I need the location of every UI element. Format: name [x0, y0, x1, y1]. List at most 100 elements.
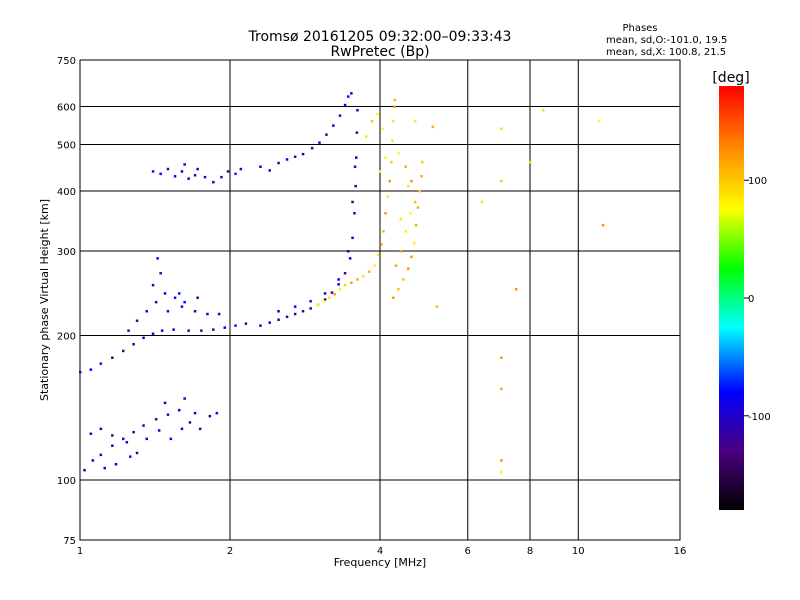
- data-point: [392, 296, 395, 299]
- y-tick-label: 750: [57, 56, 76, 67]
- data-point: [515, 288, 518, 291]
- data-point: [393, 98, 397, 102]
- data-point: [187, 329, 190, 332]
- data-point: [188, 421, 192, 424]
- data-point: [89, 368, 93, 371]
- data-point: [332, 124, 335, 127]
- data-point: [151, 283, 155, 287]
- data-point: [382, 230, 385, 233]
- data-point: [316, 303, 320, 307]
- data-point: [183, 397, 186, 400]
- data-point: [404, 165, 407, 168]
- data-point: [163, 292, 167, 295]
- data-point: [480, 200, 484, 204]
- colorbar-tick-label: 0: [748, 294, 754, 305]
- x-tick-label: 8: [527, 546, 533, 557]
- data-point: [333, 293, 336, 296]
- data-point: [370, 119, 374, 123]
- data-point: [157, 429, 161, 432]
- data-point: [325, 133, 328, 136]
- data-point: [435, 305, 439, 308]
- data-point: [601, 223, 605, 227]
- data-point: [500, 459, 503, 462]
- data-point: [354, 184, 357, 188]
- data-point: [397, 152, 400, 155]
- data-point: [156, 257, 159, 260]
- data-point: [347, 95, 350, 98]
- data-point: [330, 291, 334, 294]
- grid-lines: [80, 60, 680, 540]
- data-point: [285, 315, 289, 319]
- data-point: [226, 170, 230, 173]
- data-point: [268, 169, 271, 172]
- data-point: [277, 161, 280, 165]
- data-point: [391, 139, 394, 142]
- data-point: [351, 236, 354, 240]
- data-point: [500, 470, 503, 474]
- data-point: [356, 278, 359, 281]
- data-point: [356, 109, 359, 112]
- data-point: [413, 119, 417, 123]
- colorbar-tick-label: 100: [748, 176, 767, 187]
- data-point: [169, 437, 173, 441]
- stats-title: Phases: [622, 23, 657, 34]
- data-point: [135, 451, 139, 455]
- data-point: [91, 459, 95, 462]
- data-point: [402, 278, 405, 281]
- data-point: [208, 414, 212, 418]
- data-point: [413, 241, 416, 245]
- y-tick-label: 300: [57, 247, 76, 258]
- data-point: [178, 408, 181, 412]
- data-point: [212, 180, 215, 184]
- data-point: [196, 167, 199, 171]
- data-point: [277, 310, 280, 313]
- data-point: [180, 305, 184, 308]
- data-point: [198, 427, 202, 431]
- x-tick-label: 4: [377, 546, 383, 557]
- data-point: [353, 212, 356, 215]
- data-point: [166, 167, 170, 171]
- data-point: [399, 217, 403, 221]
- data-point: [500, 387, 503, 391]
- y-tick-label: 100: [57, 476, 76, 487]
- data-point: [397, 288, 400, 291]
- data-point: [500, 179, 503, 183]
- data-point: [379, 170, 382, 173]
- data-point: [355, 156, 358, 159]
- data-point: [500, 356, 503, 359]
- data-point: [309, 300, 312, 303]
- data-point: [173, 296, 177, 299]
- chart-title: Tromsø 20161205 09:32:00–09:33:43: [248, 29, 512, 45]
- data-point: [393, 105, 396, 108]
- data-point: [166, 413, 170, 416]
- data-point: [384, 156, 387, 159]
- x-tick-label: 1: [77, 546, 83, 557]
- data-point: [173, 175, 177, 178]
- y-tick-label: 75: [63, 536, 76, 547]
- data-point: [183, 163, 186, 166]
- data-point: [416, 206, 420, 209]
- data-point: [159, 272, 162, 275]
- data-point: [350, 92, 353, 95]
- data-point: [376, 112, 379, 116]
- colorbar-tick-labels: -100 0 100: [744, 176, 771, 423]
- data-point: [406, 184, 410, 188]
- y-axis-label: Stationary phase Virtual Height [km]: [38, 199, 51, 401]
- data-point: [362, 275, 365, 278]
- data-point: [388, 179, 391, 183]
- data-point: [99, 453, 103, 457]
- data-point: [390, 160, 393, 164]
- data-point: [145, 437, 148, 441]
- data-point: [129, 455, 132, 458]
- data-point: [293, 305, 297, 308]
- stats-line-o: mean, sd,O:-101.0, 19.5: [606, 35, 727, 46]
- y-tick-label: 500: [57, 141, 76, 152]
- data-point: [166, 310, 170, 313]
- data-point: [323, 292, 327, 295]
- data-point: [122, 437, 125, 441]
- data-point: [404, 230, 407, 233]
- data-point: [343, 283, 347, 287]
- data-point: [384, 212, 387, 215]
- data-point: [154, 418, 158, 421]
